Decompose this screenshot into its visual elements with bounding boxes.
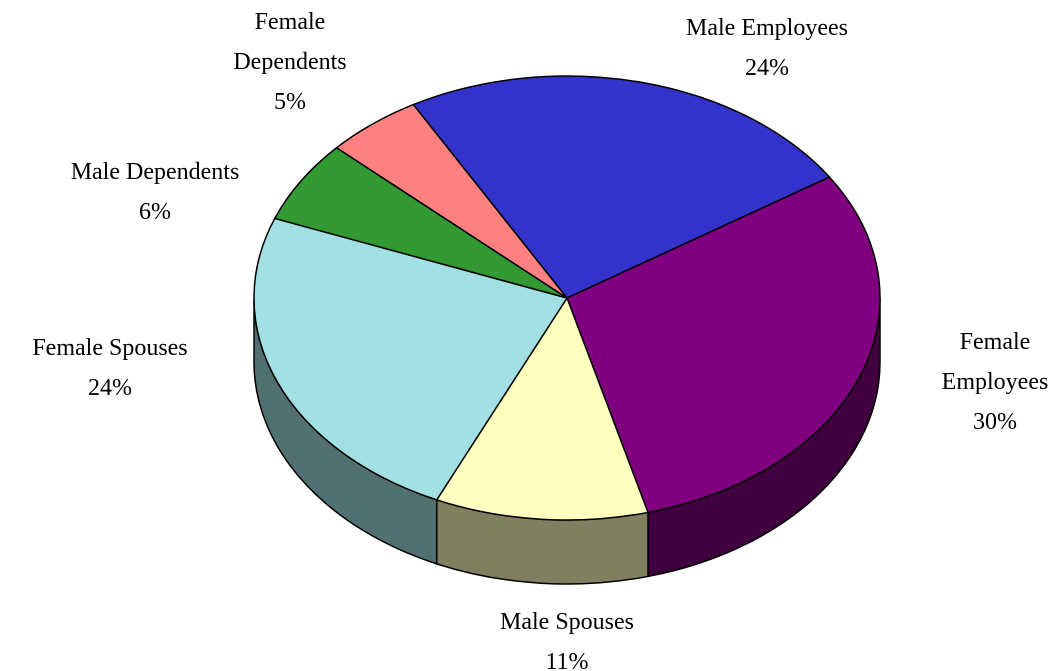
category-label: Female Spouses [32, 335, 188, 361]
value-label: 24% [745, 55, 789, 81]
value-label: 5% [274, 89, 306, 115]
slice-label: Female Employees 30% [920, 322, 1057, 442]
slice [566, 176, 881, 514]
category-label: Female Employees [941, 329, 1049, 395]
value-label: 24% [88, 375, 132, 401]
category-label: Male Dependents [70, 159, 240, 185]
slice [412, 75, 831, 299]
slice-label: Female Dependents 5% [220, 2, 360, 122]
value-label: 6% [139, 199, 171, 225]
slice [435, 296, 650, 521]
category-label: Male Spouses [500, 609, 634, 635]
value-label: 11% [545, 649, 589, 671]
slice-label: Male Dependents 6% [25, 152, 285, 232]
slice [253, 217, 569, 501]
value-label: 30% [973, 409, 1017, 435]
slice-label: Male Spouses 11% [437, 602, 697, 671]
slice-label: Male Employees 24% [637, 8, 897, 88]
category-label: Female Dependents [233, 9, 347, 75]
category-label: Male Employees [686, 15, 848, 41]
slice [335, 103, 568, 299]
slice-label: Female Spouses 24% [0, 328, 230, 408]
slice [273, 146, 568, 299]
